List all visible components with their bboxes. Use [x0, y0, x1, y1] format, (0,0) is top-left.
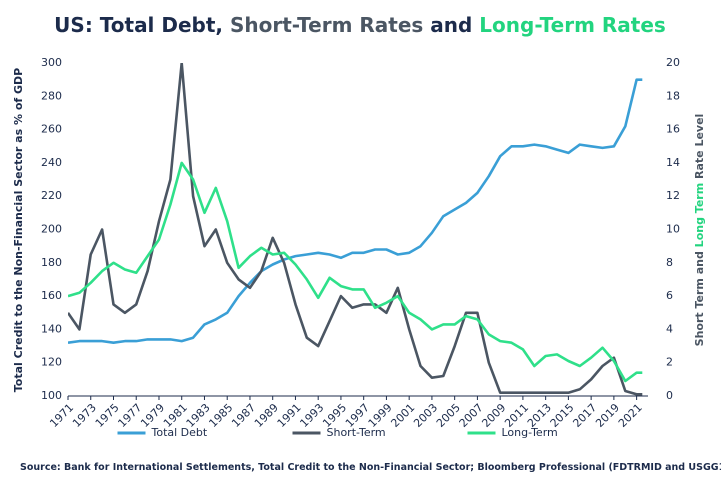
- x-tick-label: 1987: [229, 401, 258, 430]
- source-note: Source: Bank for International Settlemen…: [20, 462, 721, 473]
- series-line: [68, 78, 643, 344]
- x-tick-label: 1993: [297, 401, 326, 430]
- y-tick-label: 160: [41, 289, 62, 302]
- text-part: US: Total Debt: [54, 13, 216, 37]
- y2-tick-label: 18: [666, 89, 680, 102]
- text-part: Long-Term Rates: [479, 13, 666, 37]
- y-tick-label: 240: [41, 156, 62, 169]
- x-tick-label: 2007: [457, 401, 486, 430]
- text-part: ,: [215, 13, 230, 37]
- text-part: Short Term: [693, 278, 706, 346]
- x-tick-label: 2021: [616, 401, 645, 430]
- y-tick-label: 300: [41, 56, 62, 69]
- text-part: Short-Term Rates: [230, 13, 423, 37]
- x-tick-label: 2005: [434, 401, 463, 430]
- y-tick-label: 180: [41, 256, 62, 269]
- text-part: Long Term: [693, 183, 706, 248]
- y2-tick-label: 4: [666, 322, 673, 335]
- y-axis-title: Total Credit to the Non-Financial Sector…: [12, 68, 25, 392]
- y2-tick-label: 10: [666, 223, 680, 236]
- x-tick-label: 1991: [275, 401, 304, 430]
- y-tick-label: 140: [41, 322, 62, 335]
- series-line: [68, 161, 643, 383]
- x-tick-label: 2003: [411, 401, 440, 430]
- text-part: Rate Level: [693, 114, 706, 183]
- y-tick-label: 220: [41, 189, 62, 202]
- text-part: and: [693, 247, 706, 278]
- x-tick-label: 2001: [388, 401, 417, 430]
- x-tick-label: 1971: [47, 401, 76, 430]
- y-tick-label: 260: [41, 123, 62, 136]
- x-tick-label: 2017: [570, 401, 599, 430]
- legend-label: Short-Term: [327, 426, 386, 439]
- y2-tick-label: 8: [666, 256, 673, 269]
- y2-tick-label: 20: [666, 56, 680, 69]
- x-tick-label: 2019: [593, 401, 622, 430]
- x-tick-label: 1975: [93, 401, 122, 430]
- y-tick-label: 280: [41, 89, 62, 102]
- x-tick-label: 1977: [115, 401, 144, 430]
- legend-label: Total Debt: [151, 426, 208, 439]
- y2-axis-title: Short Term and Long Term Rate Level: [693, 114, 706, 347]
- y-tick-label: 100: [41, 389, 62, 402]
- y2-tick-label: 14: [666, 156, 680, 169]
- x-tick-label: 1985: [206, 401, 235, 430]
- text-part: and: [423, 13, 479, 37]
- y2-tick-label: 2: [666, 356, 673, 369]
- y2-tick-label: 12: [666, 189, 680, 202]
- chart-title: US: Total Debt, Short-Term Rates and Lon…: [54, 13, 666, 37]
- legend-label: Long-Term: [502, 426, 558, 439]
- y-tick-label: 200: [41, 223, 62, 236]
- x-tick-label: 1973: [70, 401, 99, 430]
- y-tick-label: 120: [41, 356, 62, 369]
- y2-tick-label: 16: [666, 123, 680, 136]
- y2-tick-label: 0: [666, 389, 673, 402]
- x-tick-label: 1989: [252, 401, 281, 430]
- series-line: [68, 63, 643, 396]
- y2-tick-label: 6: [666, 289, 673, 302]
